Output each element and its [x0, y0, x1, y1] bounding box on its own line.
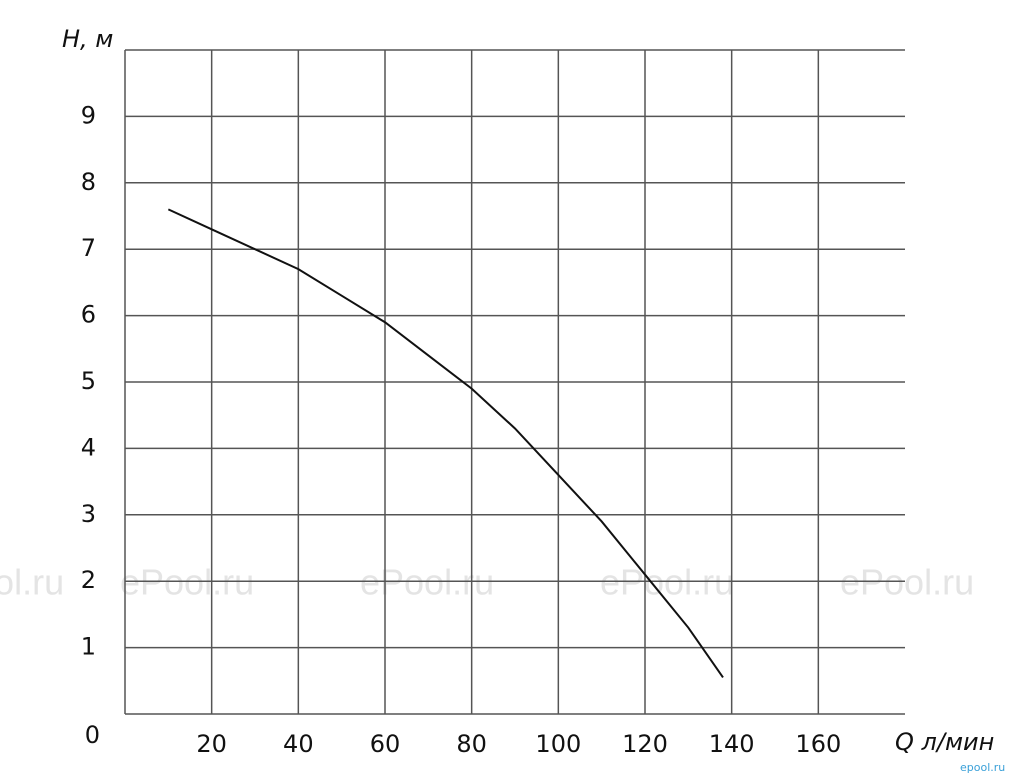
y-tick-label: 5 [81, 367, 96, 395]
y-axis-label: H, м [62, 25, 113, 53]
watermark: ePool.ru [120, 562, 254, 603]
x-tick-label: 20 [196, 730, 227, 758]
y-tick-label: 6 [81, 301, 96, 329]
watermark: ePool.ru [0, 562, 64, 603]
x-tick-label: 160 [795, 730, 841, 758]
y-tick-label: 7 [81, 234, 96, 262]
x-axis-label: Q л/мин [895, 728, 994, 756]
watermark: ePool.ru [840, 562, 974, 603]
x-tick-label: 140 [709, 730, 755, 758]
x-tick-label: 60 [370, 730, 401, 758]
y-tick-label: 1 [81, 633, 96, 661]
x-tick-label: 100 [535, 730, 581, 758]
x-tick-label: 40 [283, 730, 314, 758]
y-tick-label: 8 [81, 168, 96, 196]
y-tick-label: 0 [85, 721, 100, 749]
watermark: ePool.ru [360, 562, 494, 603]
x-tick-label: 120 [622, 730, 668, 758]
y-tick-label: 2 [81, 566, 96, 594]
x-tick-label: 80 [456, 730, 487, 758]
y-tick-label: 4 [81, 433, 96, 461]
corner-mark: epool.ru [960, 761, 1005, 774]
y-tick-label: 9 [81, 101, 96, 129]
watermark: ePool.ru [600, 562, 734, 603]
y-tick-label: 3 [81, 500, 96, 528]
curve [167, 208, 724, 679]
